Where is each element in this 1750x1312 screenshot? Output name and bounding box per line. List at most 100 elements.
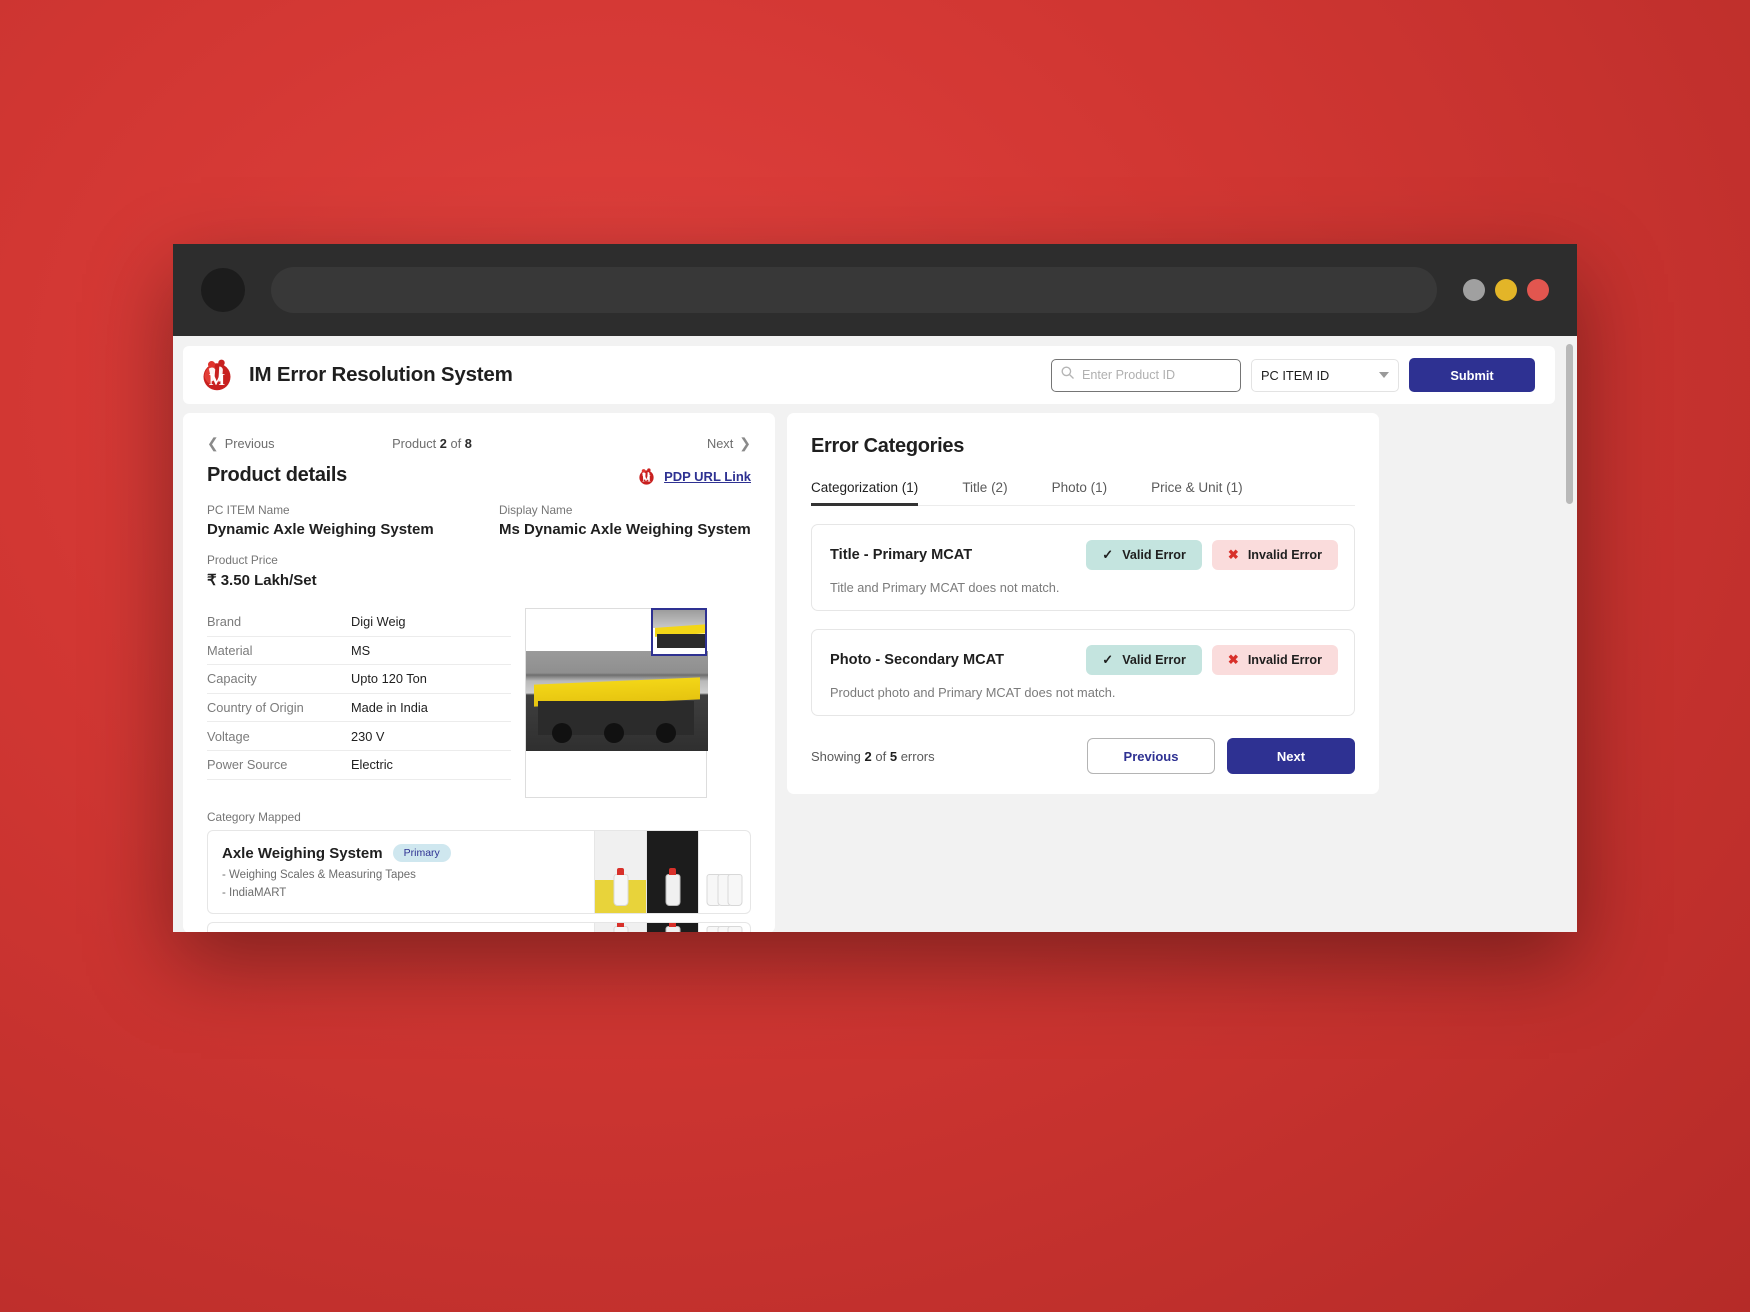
field-label: PC ITEM Name xyxy=(207,503,290,517)
attribute-value: Digi Weig xyxy=(351,614,406,630)
maximize-dot-icon[interactable] xyxy=(1495,279,1517,301)
svg-text:M: M xyxy=(209,370,225,389)
page-title: IM Error Resolution System xyxy=(249,363,513,386)
field-value: Ms Dynamic Axle Weighing System xyxy=(499,521,751,538)
error-next-button[interactable]: Next xyxy=(1227,738,1355,774)
search-product-id-box[interactable] xyxy=(1051,358,1241,392)
product-next-label: Next xyxy=(706,436,734,451)
category-thumb-1[interactable] xyxy=(595,830,647,915)
attribute-key: Capacity xyxy=(207,671,257,687)
attribute-key: Brand xyxy=(207,614,242,630)
counter-total: 8 xyxy=(464,436,472,451)
id-type-select[interactable]: PC ITEM ID xyxy=(1251,358,1399,392)
field-label: Display Name xyxy=(499,503,573,517)
showing-mid: of xyxy=(875,748,887,764)
error-name: Title - Primary MCAT xyxy=(830,547,973,563)
chevron-left-icon: ❮ xyxy=(207,435,219,451)
table-row: Country of Origin Made in India xyxy=(207,694,511,723)
error-previous-button[interactable]: Previous xyxy=(1087,738,1215,774)
counter-prefix: Product xyxy=(392,436,437,451)
category-thumb-1[interactable] xyxy=(595,922,647,932)
minimize-dot-icon[interactable] xyxy=(1463,279,1485,301)
product-counter: Product 2 of 8 xyxy=(392,436,472,451)
tab-title[interactable]: Title (2) xyxy=(962,480,1008,495)
showing-total: 5 xyxy=(889,748,898,764)
circle-back-icon[interactable] xyxy=(201,268,245,312)
error-categories-panel: Error Categories Categorization (1) Titl… xyxy=(787,413,1379,794)
error-description: Title and Primary MCAT does not match. xyxy=(830,580,1060,595)
list-item[interactable]: Dynamic Axle Weighing System xyxy=(207,922,751,932)
close-icon: ✖ xyxy=(1227,547,1239,562)
category-thumb-3[interactable] xyxy=(699,922,751,932)
counter-current: 2 xyxy=(439,436,447,451)
attribute-value: Made in India xyxy=(351,700,428,716)
id-type-select-value: PC ITEM ID xyxy=(1261,367,1330,383)
submit-button[interactable]: Submit xyxy=(1409,358,1535,392)
product-previous-button[interactable]: ❮ Previous xyxy=(207,435,275,452)
close-dot-icon[interactable] xyxy=(1527,279,1549,301)
svg-text:M: M xyxy=(642,474,651,484)
attribute-key: Voltage xyxy=(207,728,250,744)
pdp-url-link-label[interactable]: PDP URL Link xyxy=(664,469,751,484)
invalid-error-label: Invalid Error xyxy=(1247,653,1322,667)
tab-price-unit[interactable]: Price & Unit (1) xyxy=(1151,480,1243,495)
field-pc-item-name: PC ITEM Name Dynamic Axle Weighing Syste… xyxy=(207,503,499,538)
product-fields: PC ITEM Name Dynamic Axle Weighing Syste… xyxy=(207,503,751,604)
attribute-table: Brand Digi Weig Material MS Capacity Upt… xyxy=(207,608,511,798)
showing-prefix: Showing xyxy=(811,748,861,764)
tab-categorization[interactable]: Categorization (1) xyxy=(811,480,919,506)
pdp-url-link[interactable]: M PDP URL Link xyxy=(637,467,751,486)
attribute-value: MS xyxy=(351,642,371,658)
table-row: Voltage 230 V xyxy=(207,722,511,751)
attributes-and-image: Brand Digi Weig Material MS Capacity Upt… xyxy=(207,608,751,798)
product-image-thumbnail[interactable] xyxy=(651,608,707,656)
table-row: Material MS xyxy=(207,637,511,666)
category-thumb-2[interactable] xyxy=(647,922,699,932)
counter-mid: of xyxy=(450,436,462,451)
product-details-header: Product details M PD xyxy=(207,464,751,487)
category-thumbnails xyxy=(595,922,751,932)
category-line-1: - Weighing Scales & Measuring Tapes xyxy=(222,869,416,881)
list-item[interactable]: Axle Weighing System Primary - Weighing … xyxy=(207,830,751,915)
attribute-key: Power Source xyxy=(207,757,288,773)
category-thumb-2[interactable] xyxy=(647,830,699,915)
valid-error-button[interactable]: ✓ Valid Error xyxy=(1086,540,1202,570)
category-card-primary: Axle Weighing System Primary - Weighing … xyxy=(207,830,595,915)
browser-chrome-bar xyxy=(173,244,1577,336)
table-row: Brand Digi Weig xyxy=(207,608,511,637)
error-item: Title - Primary MCAT ✓ Valid Error ✖ Inv… xyxy=(811,524,1355,611)
app-header: M IM Error Resolution System PC ITEM ID xyxy=(183,346,1555,404)
product-image-axle-weighing-system xyxy=(526,651,708,751)
showing-suffix: errors xyxy=(900,748,935,764)
field-display-name: Display Name Ms Dynamic Axle Weighing Sy… xyxy=(499,503,751,538)
error-description: Product photo and Primary MCAT does not … xyxy=(830,685,1116,700)
indiamart-logo-icon: M xyxy=(199,357,235,393)
invalid-error-button[interactable]: ✖ Invalid Error xyxy=(1211,540,1338,570)
scrollbar-thumb[interactable] xyxy=(1566,344,1573,504)
attribute-key: Country of Origin xyxy=(207,700,304,716)
product-image-viewer[interactable] xyxy=(525,608,708,798)
url-bar-input[interactable] xyxy=(271,267,1437,313)
category-thumb-3[interactable] xyxy=(699,830,751,915)
showing-count: Showing 2 of 5 errors xyxy=(811,749,935,764)
attribute-value: Electric xyxy=(351,757,393,773)
window-control-dots xyxy=(1463,279,1549,301)
check-icon: ✓ xyxy=(1102,652,1114,667)
category-mapped-label: Category Mapped xyxy=(207,810,301,824)
tab-photo[interactable]: Photo (1) xyxy=(1051,480,1108,495)
header-actions: PC ITEM ID Submit xyxy=(1051,358,1535,392)
error-categories-title: Error Categories xyxy=(811,435,965,457)
showing-current: 2 xyxy=(864,748,872,764)
valid-error-label: Valid Error xyxy=(1122,548,1186,562)
product-details-title: Product details xyxy=(207,464,347,486)
product-next-button[interactable]: Next ❯ xyxy=(707,435,751,452)
field-value: Dynamic Axle Weighing System xyxy=(207,521,434,538)
field-product-price: Product Price ₹ 3.50 Lakh/Set xyxy=(207,553,499,589)
error-tabs: Categorization (1) Title (2) Photo (1) P… xyxy=(811,480,1355,506)
search-input[interactable] xyxy=(1082,368,1232,382)
attribute-value: Upto 120 Ton xyxy=(351,671,427,687)
field-value: ₹ 3.50 Lakh/Set xyxy=(207,572,317,589)
valid-error-button[interactable]: ✓ Valid Error xyxy=(1086,645,1202,675)
invalid-error-button[interactable]: ✖ Invalid Error xyxy=(1211,645,1338,675)
attribute-value: 230 V xyxy=(351,728,385,744)
